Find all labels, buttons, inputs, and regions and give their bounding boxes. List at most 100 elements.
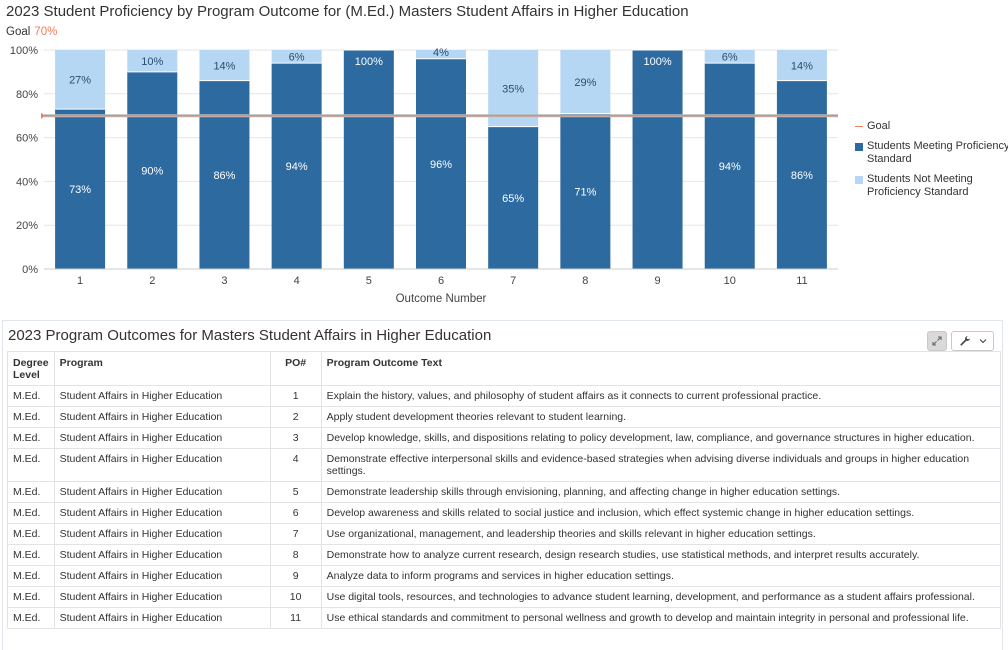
goal-caption-label: Goal <box>6 26 31 38</box>
column-header-po-number[interactable]: PO# <box>269 351 322 386</box>
bar-not-meeting <box>704 50 755 64</box>
data-label-not-meeting: 6% <box>289 52 305 64</box>
table-row: M.Ed. Student Affairs in Higher Education… <box>7 586 1002 608</box>
cell-degree-level: M.Ed. <box>7 406 55 428</box>
bar-meeting <box>776 80 827 269</box>
table-row: M.Ed. Student Affairs in Higher Education… <box>7 406 1002 428</box>
column-header-outcome-text[interactable]: Program Outcome Text <box>320 351 1002 386</box>
table-row: M.Ed. Student Affairs in Higher Education… <box>7 481 1002 503</box>
bar-meeting <box>632 50 683 269</box>
outcomes-table: Degree Level Program PO# Program Outcome… <box>7 351 1002 629</box>
x-tick-label: 8 <box>582 275 588 287</box>
cell-program: Student Affairs in Higher Education <box>53 586 271 608</box>
legend-item[interactable]: Students Meeting Proficiency Standard <box>855 140 1008 166</box>
cell-po-number: 3 <box>269 427 322 449</box>
stacked-bar-chart: 0%20%40%60%80%100%73%27%190%10%286%14%39… <box>10 45 838 305</box>
cell-program: Student Affairs in Higher Education <box>53 607 271 629</box>
cell-program: Student Affairs in Higher Education <box>53 448 271 482</box>
bar-meeting <box>704 63 755 269</box>
x-tick-label: 1 <box>77 275 83 287</box>
x-tick-label: 9 <box>654 275 660 287</box>
cell-program: Student Affairs in Higher Education <box>53 565 271 587</box>
legend-goal-line-marker <box>855 126 863 127</box>
cell-degree-level: M.Ed. <box>7 385 55 407</box>
legend-label: Students Meeting Proficiency Standard <box>867 140 1008 165</box>
cell-outcome-text: Use organizational, management, and lead… <box>320 523 1002 545</box>
legend-label: Students Not Meeting Proficiency Standar… <box>867 173 973 198</box>
cell-outcome-text: Develop awareness and skills related to … <box>320 502 1002 524</box>
data-label-meeting: 96% <box>430 159 452 171</box>
x-tick-label: 2 <box>149 275 155 287</box>
data-label-meeting: 71% <box>574 186 596 198</box>
bar-not-meeting <box>488 50 539 127</box>
cell-outcome-text: Demonstrate effective interpersonal skil… <box>320 448 1002 482</box>
data-label-meeting: 90% <box>141 165 163 177</box>
chart-title: 2023 Student Proficiency by Program Outc… <box>6 3 689 20</box>
bar-meeting <box>55 109 106 269</box>
legend-color-swatch <box>855 176 863 184</box>
cell-outcome-text: Demonstrate leadership skills through en… <box>320 481 1002 503</box>
bar-meeting <box>271 63 322 269</box>
expand-button[interactable] <box>927 331 947 351</box>
data-label-meeting: 94% <box>286 161 308 173</box>
cell-outcome-text: Use ethical standards and commitment to … <box>320 607 1002 629</box>
cell-po-number: 10 <box>269 586 322 608</box>
chart-legend: Goal Students Meeting Proficiency Standar… <box>855 120 1008 206</box>
legend-label: Goal <box>867 120 891 132</box>
cell-po-number: 5 <box>269 481 322 503</box>
cell-degree-level: M.Ed. <box>7 427 55 449</box>
cell-program: Student Affairs in Higher Education <box>53 502 271 524</box>
data-label-not-meeting: 14% <box>791 60 813 72</box>
legend-color-swatch <box>855 143 863 151</box>
cell-po-number: 6 <box>269 502 322 524</box>
cell-degree-level: M.Ed. <box>7 502 55 524</box>
data-label-meeting: 100% <box>643 56 671 68</box>
bar-not-meeting <box>55 50 106 110</box>
cell-outcome-text: Explain the history, values, and philoso… <box>320 385 1002 407</box>
table-header-row: Degree Level Program PO# Program Outcome… <box>7 351 1002 386</box>
x-axis-title: Outcome Number <box>396 293 487 305</box>
data-label-meeting: 86% <box>213 170 235 182</box>
table-title: 2023 Program Outcomes for Masters Studen… <box>8 327 492 344</box>
bar-meeting <box>560 113 611 269</box>
bar-not-meeting <box>271 50 322 64</box>
x-tick-label: 4 <box>294 275 300 287</box>
cell-outcome-text: Apply student development theories relev… <box>320 406 1002 428</box>
x-tick-label: 3 <box>221 275 227 287</box>
table-row: M.Ed. Student Affairs in Higher Education… <box>7 427 1002 449</box>
bar-not-meeting <box>127 50 178 72</box>
goal-caption-value: 70% <box>34 26 58 38</box>
bar-not-meeting <box>416 50 466 59</box>
legend-item[interactable]: Goal <box>855 120 1008 133</box>
cell-program: Student Affairs in Higher Education <box>53 481 271 503</box>
cell-program: Student Affairs in Higher Education <box>53 523 271 545</box>
bar-meeting <box>416 58 466 269</box>
cell-po-number: 2 <box>269 406 322 428</box>
x-tick-label: 10 <box>724 275 736 287</box>
settings-dropdown-button[interactable] <box>951 331 994 351</box>
x-tick-label: 6 <box>438 275 444 287</box>
x-tick-label: 11 <box>796 275 807 287</box>
y-tick-label: 20% <box>16 220 38 232</box>
data-label-not-meeting: 6% <box>722 52 738 64</box>
data-label-not-meeting: 10% <box>141 56 163 68</box>
bar-not-meeting <box>560 50 611 114</box>
bar-not-meeting <box>776 50 827 81</box>
table-row: M.Ed. Student Affairs in Higher Education… <box>7 607 1002 629</box>
data-label-not-meeting: 14% <box>213 60 235 72</box>
legend-item[interactable]: Students Not Meeting Proficiency Standar… <box>855 173 1008 199</box>
data-label-meeting: 94% <box>719 161 741 173</box>
cell-degree-level: M.Ed. <box>7 565 55 587</box>
x-tick-label: 5 <box>366 275 372 287</box>
bar-meeting <box>343 50 394 269</box>
data-label-meeting: 86% <box>791 170 813 182</box>
column-header-program[interactable]: Program <box>53 351 271 386</box>
data-label-meeting: 100% <box>355 56 383 68</box>
table-row: M.Ed. Student Affairs in Higher Education… <box>7 502 1002 524</box>
outcomes-table-panel: 2023 Program Outcomes for Masters Studen… <box>2 320 1003 650</box>
cell-po-number: 9 <box>269 565 322 587</box>
y-tick-label: 80% <box>16 89 38 101</box>
column-header-degree-level[interactable]: Degree Level <box>7 351 55 386</box>
cell-program: Student Affairs in Higher Education <box>53 427 271 449</box>
expand-icon <box>932 336 942 346</box>
